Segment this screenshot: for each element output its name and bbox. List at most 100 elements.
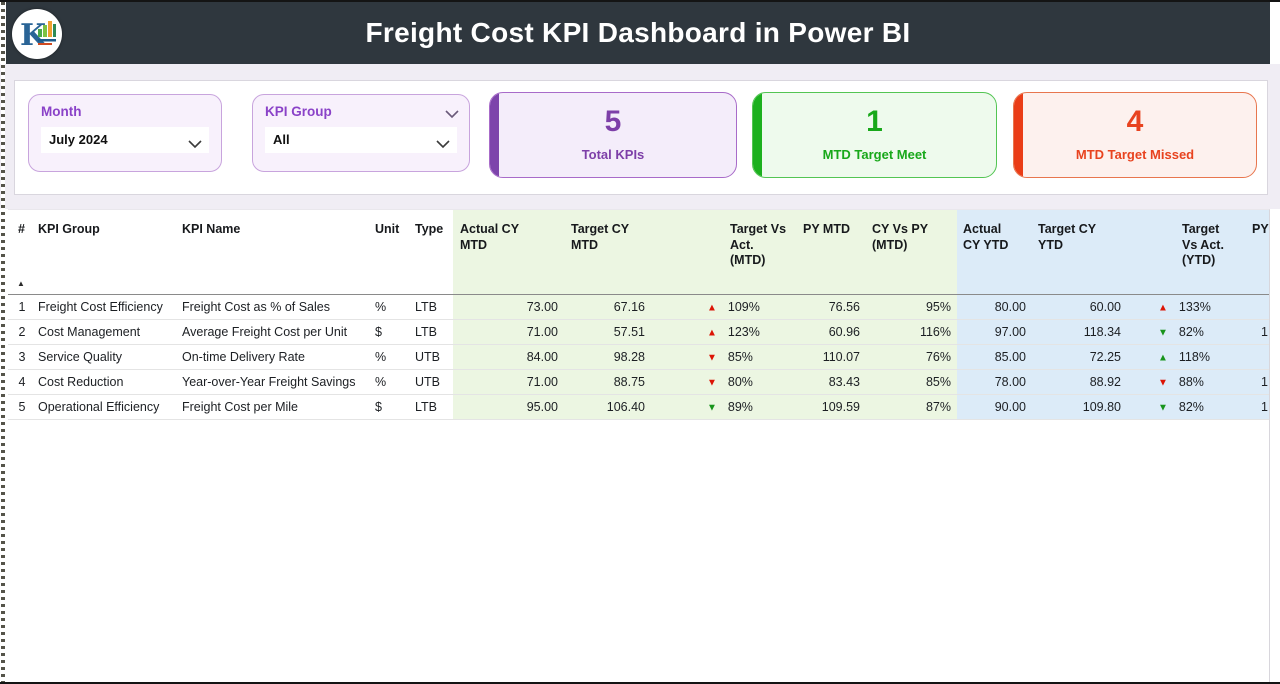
table-row: 2 Cost Management Average Freight Cost per… <box>8 319 1269 345</box>
cell-target_mtd: 98.28 <box>565 344 652 370</box>
cell-num: 1 <box>8 294 36 320</box>
cell-num: 3 <box>8 344 36 370</box>
cell-type: LTB <box>412 319 453 345</box>
column-header-actual_mtd[interactable]: Actual CY MTD <box>453 210 565 295</box>
table-row: 3 Service Quality On-time Delivery Rate% UT… <box>8 344 1269 370</box>
cell-target_mtd: 88.75 <box>565 369 652 395</box>
cell-py_ytd: 1 <box>1245 369 1269 395</box>
column-header-actual_ytd[interactable]: Actual CY YTD <box>957 210 1032 295</box>
cell-tva_mtd: ▲ 109% <box>652 294 797 320</box>
cell-py_mtd: 109.59 <box>797 394 866 420</box>
cell-py_mtd: 60.96 <box>797 319 866 345</box>
indicator-value: 109% <box>727 299 760 314</box>
month-dropdown-value: July 2024 <box>49 132 108 147</box>
page-title: Freight Cost KPI Dashboard in Power BI <box>365 17 911 48</box>
kpi-group-dropdown[interactable]: All <box>265 127 457 153</box>
column-header-unit[interactable]: Unit <box>372 210 412 295</box>
kpi-table: # ▲ KPI Group KPI Name Unit Type Actual CY MTD… <box>8 210 1269 420</box>
column-header-type[interactable]: Type <box>412 210 453 295</box>
indicator-value: 82% <box>1178 399 1204 414</box>
cell-tva_ytd: ▼ 82% <box>1127 394 1245 420</box>
cell-tva_mtd: ▼ 89% <box>652 394 797 420</box>
title-bar: Freight Cost KPI Dashboard in Power BI <box>6 2 1270 64</box>
trend-up-icon: ▲ <box>1158 352 1168 363</box>
cell-target_ytd: 60.00 <box>1032 294 1127 320</box>
column-header-group[interactable]: KPI Group <box>36 210 180 295</box>
chevron-down-icon[interactable] <box>188 136 202 154</box>
chevron-down-icon[interactable] <box>445 106 459 124</box>
table-header-row: # ▲ KPI Group KPI Name Unit Type Actual CY MTD… <box>8 210 1269 295</box>
card-accent-bar <box>1014 93 1023 177</box>
mtd-target-missed-label: MTD Target Missed <box>1075 147 1195 162</box>
column-header-num[interactable]: # ▲ <box>8 210 36 295</box>
indicator-value: 133% <box>1178 299 1211 314</box>
trend-down-icon: ▼ <box>707 402 717 413</box>
cell-tva_ytd: ▲ 133% <box>1127 294 1245 320</box>
cell-actual_ytd: 90.00 <box>957 394 1032 420</box>
column-header-target_ytd[interactable]: Target CY YTD <box>1032 210 1127 295</box>
indicator-value: 123% <box>727 324 760 339</box>
cell-unit: $ <box>372 319 412 345</box>
trend-down-icon: ▼ <box>1158 377 1168 388</box>
cell-name: Freight Cost per Mile <box>180 394 372 420</box>
mtd-target-missed-value: 4 <box>1126 105 1144 138</box>
column-header-py_mtd[interactable]: PY MTD <box>797 210 866 295</box>
trend-up-icon: ▲ <box>1158 302 1168 313</box>
cell-unit: $ <box>372 394 412 420</box>
month-dropdown[interactable]: July 2024 <box>41 127 209 153</box>
cell-cyvspy_mtd: 76% <box>866 344 957 370</box>
column-header-name[interactable]: KPI Name <box>180 210 372 295</box>
cell-type: LTB <box>412 294 453 320</box>
cell-actual_ytd: 80.00 <box>957 294 1032 320</box>
month-slicer: Month July 2024 <box>28 94 222 172</box>
cell-actual_mtd: 71.00 <box>453 369 565 395</box>
mtd-target-meet-value: 1 <box>866 105 883 138</box>
total-kpis-card: 5 Total KPIs <box>489 92 737 178</box>
cell-target_ytd: 118.34 <box>1032 319 1127 345</box>
mtd-target-missed-card: 4 MTD Target Missed <box>1013 92 1257 178</box>
cell-cyvspy_mtd: 116% <box>866 319 957 345</box>
kpi-group-slicer: KPI Group All <box>252 94 470 172</box>
cell-name: Average Freight Cost per Unit <box>180 319 372 345</box>
indicator-value: 118% <box>1178 349 1210 364</box>
cell-name: Year-over-Year Freight Savings <box>180 369 372 395</box>
column-header-target_mtd[interactable]: Target CY MTD <box>565 210 652 295</box>
cell-actual_ytd: 78.00 <box>957 369 1032 395</box>
kpi-table-panel: # ▲ KPI Group KPI Name Unit Type Actual CY MTD… <box>8 209 1270 682</box>
cell-py_ytd: 1 <box>1245 319 1269 345</box>
cell-type: UTB <box>412 369 453 395</box>
cell-py_mtd: 76.56 <box>797 294 866 320</box>
indicator-value: 89% <box>727 399 753 414</box>
column-header-py_ytd[interactable]: PY <box>1245 210 1269 295</box>
cell-cyvspy_mtd: 85% <box>866 369 957 395</box>
cell-group: Operational Efficiency <box>36 394 180 420</box>
cell-group: Cost Management <box>36 319 180 345</box>
column-header-tva_mtd[interactable]: Target Vs Act. (MTD) <box>652 210 797 295</box>
cell-actual_mtd: 71.00 <box>453 319 565 345</box>
trend-down-icon: ▼ <box>707 352 717 363</box>
total-kpis-label: Total KPIs <box>581 147 645 162</box>
chevron-down-icon[interactable] <box>436 136 450 154</box>
cell-actual_mtd: 73.00 <box>453 294 565 320</box>
cell-py_mtd: 110.07 <box>797 344 866 370</box>
month-slicer-label: Month <box>41 104 82 119</box>
column-header-tva_ytd[interactable]: Target Vs Act. (YTD) <box>1127 210 1245 295</box>
total-kpis-value: 5 <box>604 105 622 138</box>
cell-tva_ytd: ▼ 82% <box>1127 319 1245 345</box>
mtd-target-meet-card: 1 MTD Target Meet <box>752 92 997 178</box>
trend-up-icon: ▲ <box>707 302 717 313</box>
cell-target_mtd: 57.51 <box>565 319 652 345</box>
cell-target_ytd: 88.92 <box>1032 369 1127 395</box>
cell-tva_mtd: ▼ 80% <box>652 369 797 395</box>
trend-down-icon: ▼ <box>1158 402 1168 413</box>
cell-unit: % <box>372 294 412 320</box>
cell-group: Cost Reduction <box>36 369 180 395</box>
selection-marquee <box>1 2 5 682</box>
cell-name: Freight Cost as % of Sales <box>180 294 372 320</box>
cell-tva_ytd: ▼ 88% <box>1127 369 1245 395</box>
table-row: 1 Freight Cost Efficiency Freight Cost as … <box>8 294 1269 320</box>
trend-down-icon: ▼ <box>707 377 717 388</box>
column-header-cyvspy_mtd[interactable]: CY Vs PY (MTD) <box>866 210 957 295</box>
cell-tva_ytd: ▲ 118% <box>1127 344 1245 370</box>
indicator-value: 80% <box>727 374 753 389</box>
